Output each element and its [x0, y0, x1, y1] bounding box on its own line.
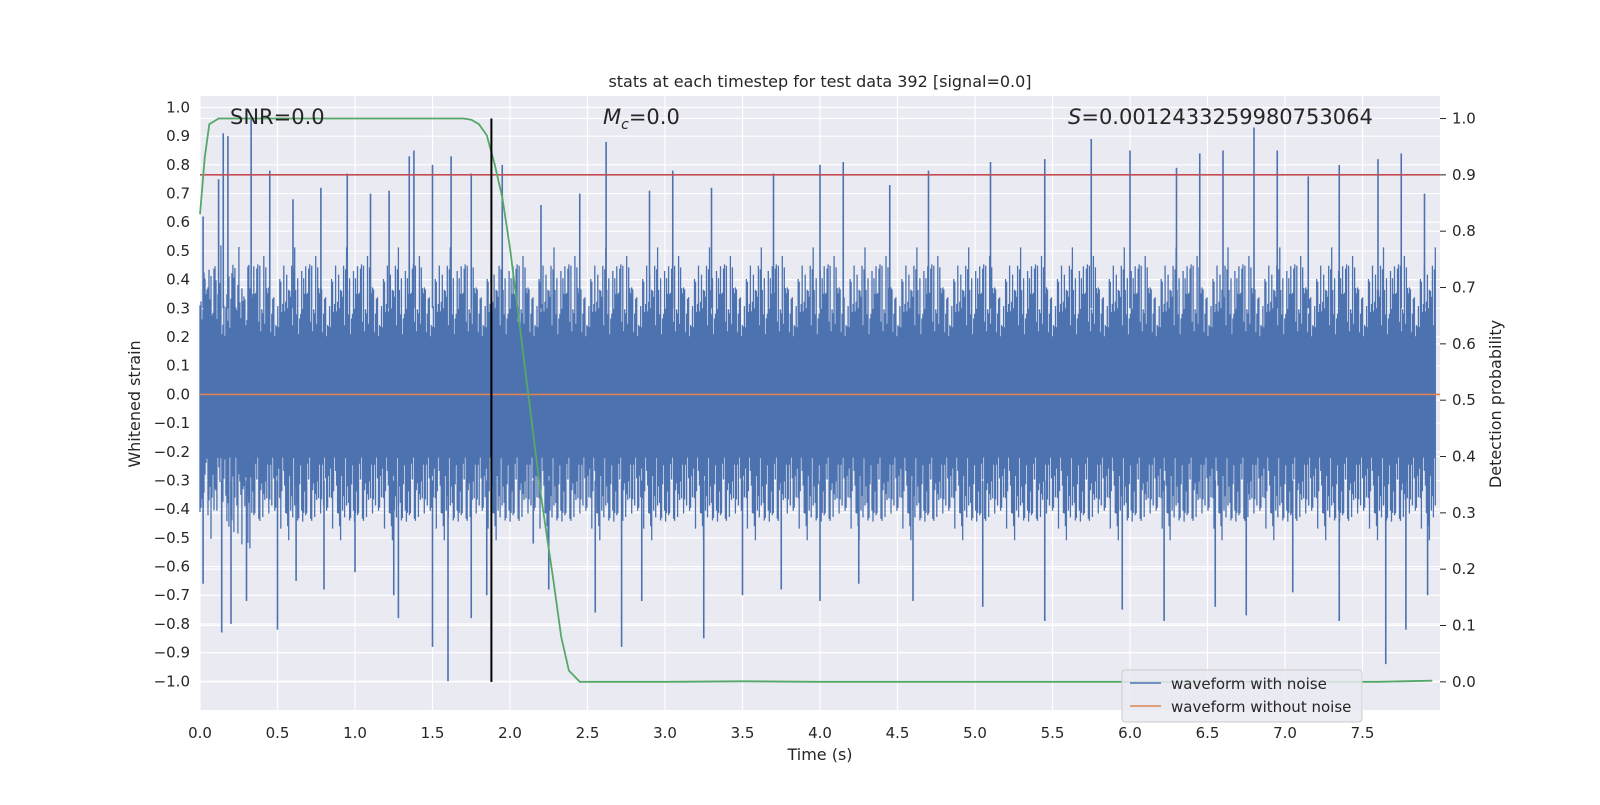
legend: waveform with noise waveform without noi…	[1121, 669, 1363, 723]
y-left-tick-label: 1.0	[166, 98, 190, 116]
x-axis-ticks: 0.0 0.5 1.0 1.5 2.0 2.5 3.0 3.5 4.0 4.5 5.0 5.5 6.0 6…	[188, 724, 1374, 742]
y-left-tick-label: −0.4	[154, 500, 190, 518]
x-tick-label: 0.0	[188, 724, 212, 742]
y-left-tick-label: −1.0	[154, 672, 190, 690]
y-right-axis-label: Detection probability	[1486, 320, 1505, 488]
waveform-with-noise-core	[200, 337, 1432, 458]
y-left-tick-label: −0.3	[154, 471, 190, 489]
y-left-tick-label: 0.4	[166, 271, 190, 289]
y-left-tick-label: 0.9	[166, 127, 190, 145]
y-right-tick-label: 0.6	[1452, 335, 1476, 353]
y-right-tick-label: 0.0	[1452, 673, 1476, 691]
s-symbol: S	[1068, 105, 1081, 129]
x-tick-label: 6.5	[1196, 724, 1220, 742]
y-right-tick-label: 0.8	[1452, 222, 1476, 240]
y-left-tick-label: −0.1	[154, 414, 190, 432]
x-tick-label: 3.0	[653, 724, 677, 742]
y-left-tick-label: 0.1	[166, 357, 190, 375]
x-tick-label: 2.0	[498, 724, 522, 742]
snr-annotation: SNR=0.0	[230, 105, 325, 129]
y-right-tick-label: 0.9	[1452, 166, 1476, 184]
x-tick-label: 4.0	[808, 724, 832, 742]
s-annotation: S=0.0012433259980753064	[1068, 105, 1373, 129]
y-left-axis-ticks: 1.0 0.9 0.8 0.7 0.6 0.5 0.4 0.3 0.2 0.1 0.0 −0.1 −0.…	[154, 98, 190, 690]
y-right-axis-ticks: 1.0 0.9 0.8 0.7 0.6 0.5 0.4 0.3 0.2 0.1 0.0	[1440, 110, 1476, 691]
y-left-tick-label: 0.7	[166, 185, 190, 203]
y-right-tick-label: 0.5	[1452, 391, 1476, 409]
y-left-tick-label: −0.8	[154, 615, 190, 633]
y-right-tick-label: 0.1	[1452, 617, 1476, 635]
mc-value: =0.0	[629, 105, 680, 129]
y-right-tick-label: 0.3	[1452, 504, 1476, 522]
y-right-tick-label: 0.7	[1452, 279, 1476, 297]
x-tick-label: 6.0	[1118, 724, 1142, 742]
y-left-tick-label: 0.2	[166, 328, 190, 346]
y-left-axis-label: Whitened strain	[125, 340, 144, 467]
x-tick-label: 0.5	[266, 724, 290, 742]
y-left-tick-label: −0.6	[154, 558, 190, 576]
x-tick-label: 4.5	[886, 724, 910, 742]
y-left-tick-label: 0.8	[166, 156, 190, 174]
y-left-tick-label: 0.3	[166, 299, 190, 317]
legend-label-noise: waveform with noise	[1171, 675, 1327, 693]
x-tick-label: 5.0	[963, 724, 987, 742]
x-tick-label: 2.5	[576, 724, 600, 742]
y-left-tick-label: 0.0	[166, 385, 190, 403]
y-right-tick-label: 0.4	[1452, 448, 1476, 466]
y-left-tick-label: 0.5	[166, 242, 190, 260]
x-tick-label: 1.5	[421, 724, 445, 742]
y-left-tick-label: −0.7	[154, 586, 190, 604]
x-tick-label: 7.0	[1273, 724, 1297, 742]
series-layer	[199, 116, 1440, 683]
y-left-tick-label: −0.2	[154, 443, 190, 461]
y-left-tick-label: −0.5	[154, 529, 190, 547]
legend-label-clean: waveform without noise	[1171, 698, 1351, 716]
mc-symbol: M	[603, 105, 621, 129]
chart-title: stats at each timestep for test data 392…	[608, 72, 1031, 91]
legend-box	[1121, 669, 1363, 723]
detection-probability-line	[199, 117, 1433, 683]
mc-annotation: Mc=0.0	[603, 105, 680, 133]
y-right-tick-label: 0.2	[1452, 560, 1476, 578]
x-tick-label: 1.0	[343, 724, 367, 742]
y-right-tick-label: 1.0	[1452, 110, 1476, 128]
x-tick-label: 7.5	[1351, 724, 1375, 742]
y-left-tick-label: −0.9	[154, 644, 190, 662]
y-left-tick-label: 0.6	[166, 213, 190, 231]
x-tick-label: 5.5	[1041, 724, 1065, 742]
x-axis-label: Time (s)	[786, 745, 852, 764]
s-value: =0.0012433259980753064	[1081, 105, 1373, 129]
mc-subscript: c	[621, 117, 629, 133]
x-tick-label: 3.5	[731, 724, 755, 742]
